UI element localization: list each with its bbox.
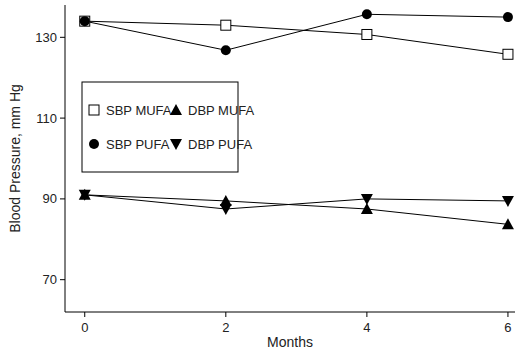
series-line — [85, 21, 508, 54]
x-tick-label: 6 — [504, 320, 511, 335]
y-axis-label: Blood Pressure, mm Hg — [7, 84, 23, 233]
series-line — [85, 195, 508, 209]
point — [362, 29, 372, 39]
point — [503, 49, 513, 59]
legend-marker — [170, 139, 182, 150]
y-tick — [60, 37, 65, 38]
legend-marker — [170, 104, 182, 115]
legend-label: SBP MUFA — [106, 103, 172, 118]
point — [80, 16, 90, 26]
x-tick — [84, 312, 85, 317]
y-tick-label: 130 — [35, 30, 57, 45]
y-tick-label: 110 — [36, 111, 57, 126]
point — [502, 218, 514, 229]
x-tick — [225, 312, 226, 317]
x-tick — [507, 312, 508, 317]
y-tick — [60, 279, 65, 280]
chart: 70 90 110 130 0 2 4 6 Months Blood Pressure, mm H… — [0, 0, 520, 356]
legend: SBP MUFA SBP PUFA DBP MUFA DBP PUFA — [82, 82, 255, 172]
point — [221, 20, 231, 30]
y-tick-label: 70 — [43, 272, 57, 287]
point — [79, 190, 91, 201]
point — [80, 16, 90, 26]
point — [79, 189, 91, 200]
y-axis — [65, 5, 66, 312]
plot-area — [79, 9, 514, 229]
y-tick — [60, 118, 65, 119]
legend-label: DBP MUFA — [188, 103, 255, 118]
legend-marker — [89, 139, 99, 149]
point — [502, 196, 514, 207]
legend-label: SBP PUFA — [106, 137, 170, 152]
x-tick-label: 4 — [363, 320, 370, 335]
point — [220, 204, 232, 215]
point — [361, 194, 373, 205]
legend-marker — [89, 105, 99, 115]
point — [221, 45, 231, 55]
x-axis-label: Months — [267, 334, 313, 350]
legend-box — [82, 82, 238, 172]
x-tick-label: 2 — [222, 320, 229, 335]
series-line — [85, 14, 508, 50]
legend-label: DBP PUFA — [188, 137, 252, 152]
y-tick — [60, 198, 65, 199]
point — [503, 12, 513, 22]
x-tick — [366, 312, 367, 317]
series-line — [85, 195, 508, 224]
y-tick-label: 90 — [43, 191, 57, 206]
x-axis — [65, 312, 515, 313]
point — [362, 9, 372, 19]
x-tick-label: 0 — [81, 320, 88, 335]
